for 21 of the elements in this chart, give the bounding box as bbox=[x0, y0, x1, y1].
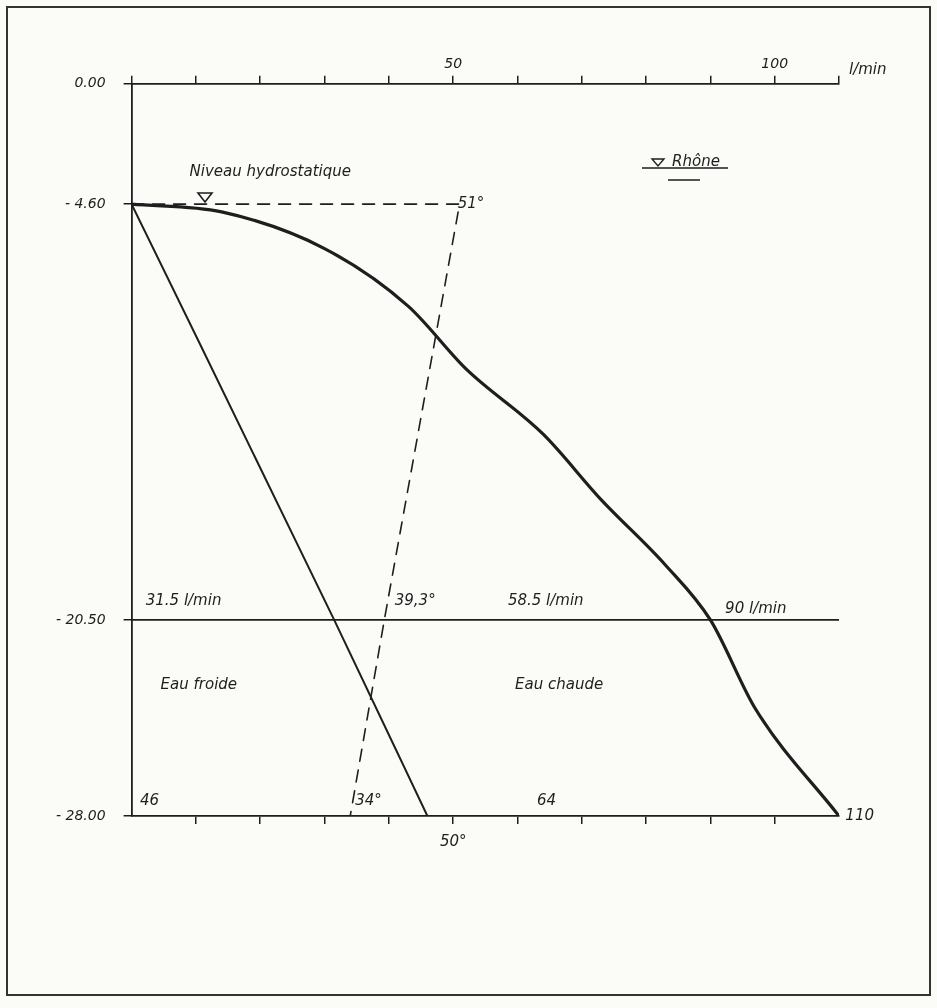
annotation: 31.5 l/min bbox=[145, 591, 222, 610]
annotation: 64 bbox=[536, 790, 557, 809]
annotation: 46 bbox=[140, 790, 160, 809]
y-tick-label: 0.00 bbox=[74, 74, 106, 91]
x-axis-title: l/min bbox=[849, 60, 887, 79]
text: 110 bbox=[845, 805, 875, 824]
x-tick-label: 50 bbox=[444, 55, 463, 72]
annotation: Eau chaude bbox=[515, 674, 604, 693]
annotation: Eau froide bbox=[160, 674, 238, 693]
annotation: 58.5 l/min bbox=[507, 591, 584, 610]
annotation: 90 l/min bbox=[725, 599, 787, 618]
annotation: Niveau hydrostatique bbox=[189, 162, 351, 181]
annotation: 51° bbox=[457, 193, 485, 212]
annotation: 39,3° bbox=[394, 591, 436, 610]
y-tick-label: - 4.60 bbox=[64, 194, 106, 211]
x-tick-label: 100 bbox=[761, 55, 789, 72]
annotation: 34° bbox=[355, 790, 382, 809]
text: 50° bbox=[440, 831, 467, 850]
y-tick-label: - 28.00 bbox=[55, 806, 106, 823]
y-tick-label: - 20.50 bbox=[55, 610, 106, 627]
annotation: Rhône bbox=[672, 152, 720, 171]
